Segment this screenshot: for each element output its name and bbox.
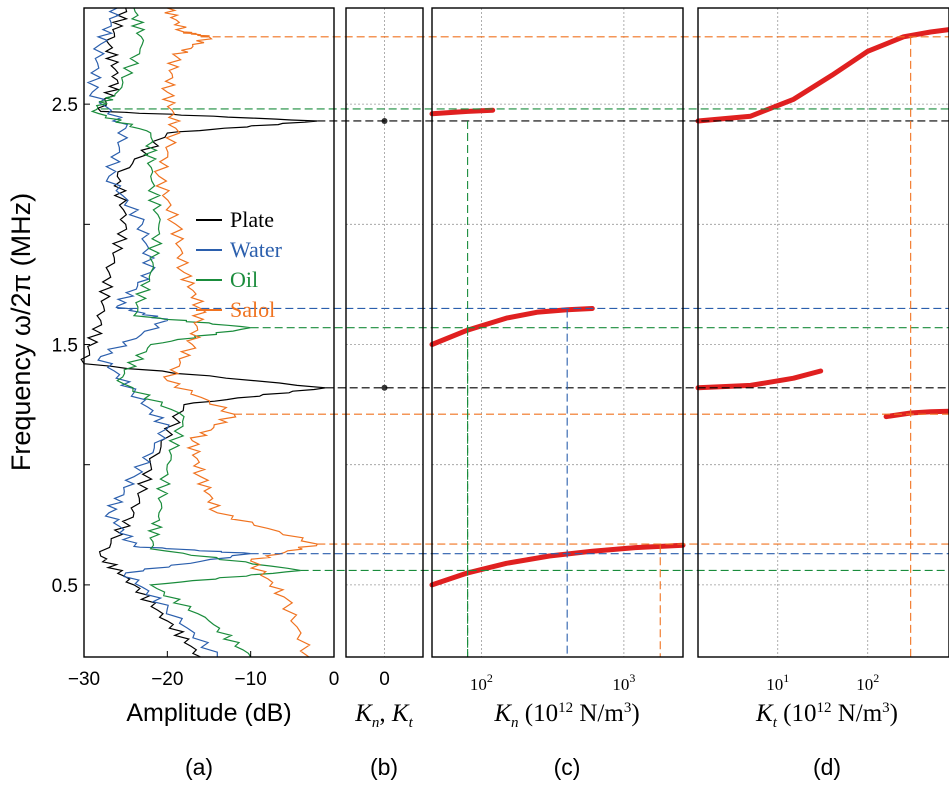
x-tick-base: 10 [470,675,487,694]
spectrum-line-oil [90,7,301,658]
x-axis-label-exponent: 3 [624,700,632,716]
x-axis-label-exponent: 12 [558,700,573,716]
x-axis-label-symbol: K [354,700,373,727]
x-tick-label: 0 [379,669,390,690]
y-tick-label: 2.5 [52,95,78,116]
legend-label-oil: Oil [230,267,258,292]
x-axis-label-exponent: 3 [882,700,890,716]
panel-frame [345,7,424,658]
x-axis-label-text: N/m [573,700,624,727]
x-axis-label-subscript: t [773,715,778,731]
x-axis-label-text: N/m [831,700,882,727]
x-axis-label-symbol: K [493,700,512,727]
legend-label-salol: Salol [230,297,275,322]
x-tick-label: −30 [68,669,100,690]
x-tick-label: −10 [235,669,267,690]
x-tick-label: 102 [470,671,493,694]
zero-stiffness-point [381,384,388,391]
x-axis-label-subscript: t [409,715,414,731]
x-axis-label-exponent: 12 [816,700,831,716]
x-tick-label: 102 [856,671,879,694]
x-axis-label-subscript: n [511,715,519,731]
y-axis-label: Frequency ω/2π (MHz) [6,193,36,471]
x-tick-exponent: 2 [873,671,879,685]
panel-frame [431,7,684,658]
x-axis-label: Kt (1012 N/m3) [755,700,898,731]
reference-lines-layer [100,36,949,657]
legend-label-plate: Plate [230,207,274,232]
panel-label: (a) [185,754,213,780]
x-tick-base: 10 [612,675,629,694]
stiffness-curve [429,542,686,588]
panel-label: (b) [370,754,398,780]
x-axis-label-text: (10 [777,700,817,727]
x-axis-label-subscript: n [372,715,380,731]
stiffness-curve [429,107,496,117]
x-axis-label-text: (10 [519,700,559,727]
panel-frame [697,7,949,658]
spectrum-line-salol [153,7,319,658]
panel-frames-layer [83,7,949,658]
x-axis-label: Kn, Kt [354,700,413,731]
x-axis-label: Kn (1012 N/m3) [493,700,639,731]
y-tick-label: 0.5 [52,576,78,597]
x-tick-base: 10 [856,675,873,694]
x-axis-label-text: ) [631,700,639,727]
stiffness-curve [695,27,949,124]
x-tick-base: 10 [766,675,783,694]
data-layer [80,7,949,658]
x-axis-label: Amplitude (dB) [126,699,291,727]
x-tick-label: 0 [329,669,340,690]
text-layer: 2.5 1.5 0.5 Frequency ω/2π (MHz) −30 −20 −10 0 A… [6,95,898,780]
x-tick-label: 103 [612,671,635,694]
x-axis-label-text: ) [890,700,898,727]
x-tick-exponent: 1 [783,671,789,685]
x-axis-label-symbol: K [755,700,774,727]
stiffness-curve [695,368,824,391]
panel-label: (d) [813,754,841,780]
y-tick-label: 1.5 [52,336,78,357]
stiffness-curve [429,306,595,347]
legend-label-water: Water [230,237,283,262]
x-tick-exponent: 3 [629,671,635,685]
grid-layer [346,8,949,657]
x-tick-exponent: 2 [487,671,493,685]
panel-label: (c) [554,754,581,780]
x-tick-label: −20 [151,669,183,690]
stiffness-curve [883,408,949,420]
x-axis-label-symbol: K [391,700,410,727]
x-tick-label: 101 [766,671,789,694]
panel-frame [83,7,335,658]
x-axis-label-separator: , [379,700,392,727]
spectrum-line-plate [80,7,326,658]
